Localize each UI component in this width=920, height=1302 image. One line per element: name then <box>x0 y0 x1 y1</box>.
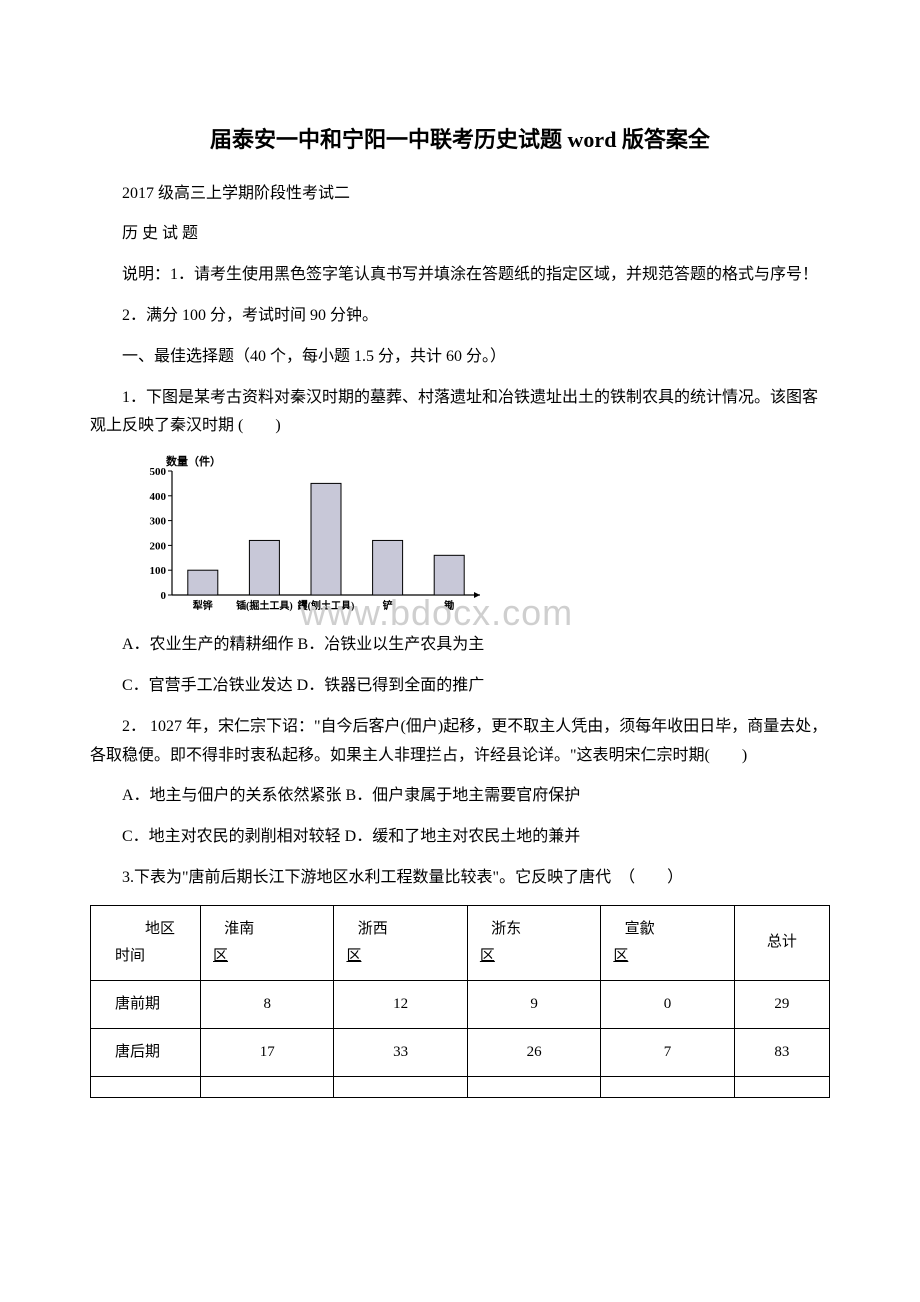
svg-text:200: 200 <box>150 541 167 553</box>
doc-title: 届泰安一中和宁阳一中联考历史试题 word 版答案全 <box>90 120 830 160</box>
cell: 7 <box>601 1028 734 1076</box>
svg-text:0: 0 <box>161 590 167 602</box>
col-total: 总计 <box>734 905 829 980</box>
cell: 17 <box>201 1028 334 1076</box>
instruction-1: 说明：1．请考生使用黑色签字笔认真书写并填涂在答题纸的指定区域，并规范答题的格式… <box>90 261 830 290</box>
cell: 8 <box>201 980 334 1028</box>
empty-cell <box>467 1076 600 1097</box>
q2-text: 2． 1027 年，宋仁宗下诏："自今后客户(佃户)起移，更不取主人凭由，须每年… <box>90 713 830 771</box>
q3-table: 地区 时间 淮南区 浙西区 浙东区 宣歙区 总计 唐前期 8 12 9 0 29… <box>90 905 830 1098</box>
svg-text:数量（件）: 数量（件） <box>166 454 221 468</box>
cell: 9 <box>467 980 600 1028</box>
svg-text:犁铧: 犁铧 <box>193 599 213 612</box>
cell: 29 <box>734 980 829 1028</box>
svg-text:500: 500 <box>150 466 167 478</box>
empty-cell <box>91 1076 201 1097</box>
cell: 0 <box>601 980 734 1028</box>
subtitle: 2017 级高三上学期阶段性考试二 <box>90 180 830 209</box>
q1-opt-cd: C．官营手工冶铁业发达 D．铁器已得到全面的推广 <box>90 672 830 701</box>
cell: 33 <box>334 1028 467 1076</box>
subject-line: 历 史 试 题 <box>90 220 830 249</box>
section-1-heading: 一、最佳选择题（40 个，每小题 1.5 分，共计 60 分。） <box>90 343 830 372</box>
empty-cell <box>201 1076 334 1097</box>
empty-cell <box>334 1076 467 1097</box>
row-label-0: 唐前期 <box>91 980 201 1028</box>
empty-cell <box>734 1076 829 1097</box>
cell: 83 <box>734 1028 829 1076</box>
svg-text:300: 300 <box>150 516 167 528</box>
q2-opt-cd: C．地主对农民的剥削相对较轻 D．缓和了地主对农民土地的兼并 <box>90 823 830 852</box>
cell: 12 <box>334 980 467 1028</box>
instruction-2: 2．满分 100 分，考试时间 90 分钟。 <box>90 302 830 331</box>
cell: 26 <box>467 1028 600 1076</box>
row-label-1: 唐后期 <box>91 1028 201 1076</box>
col-zhedong: 浙东区 <box>467 905 600 980</box>
empty-cell <box>601 1076 734 1097</box>
svg-text:100: 100 <box>150 565 167 577</box>
q3-text: 3.下表为"唐前后期长江下游地区水利工程数量比较表"。它反映了唐代 （ ） <box>90 864 830 893</box>
col-huainan: 淮南区 <box>201 905 334 980</box>
svg-text:400: 400 <box>150 491 167 503</box>
q1-text: 1．下图是某考古资料对秦汉时期的墓葬、村落遗址和冶铁遗址出土的铁制农具的统计情况… <box>90 384 830 442</box>
table-corner: 地区 时间 <box>91 905 201 980</box>
svg-text:锸(掘土工具): 锸(掘土工具) <box>236 599 293 612</box>
watermark: www.bdocx.com <box>300 581 573 646</box>
q2-opt-ab: A．地主与佃户的关系依然紧张 B．佃户隶属于地主需要官府保护 <box>90 782 830 811</box>
col-xuanxi: 宣歙区 <box>601 905 734 980</box>
col-zhexi: 浙西区 <box>334 905 467 980</box>
